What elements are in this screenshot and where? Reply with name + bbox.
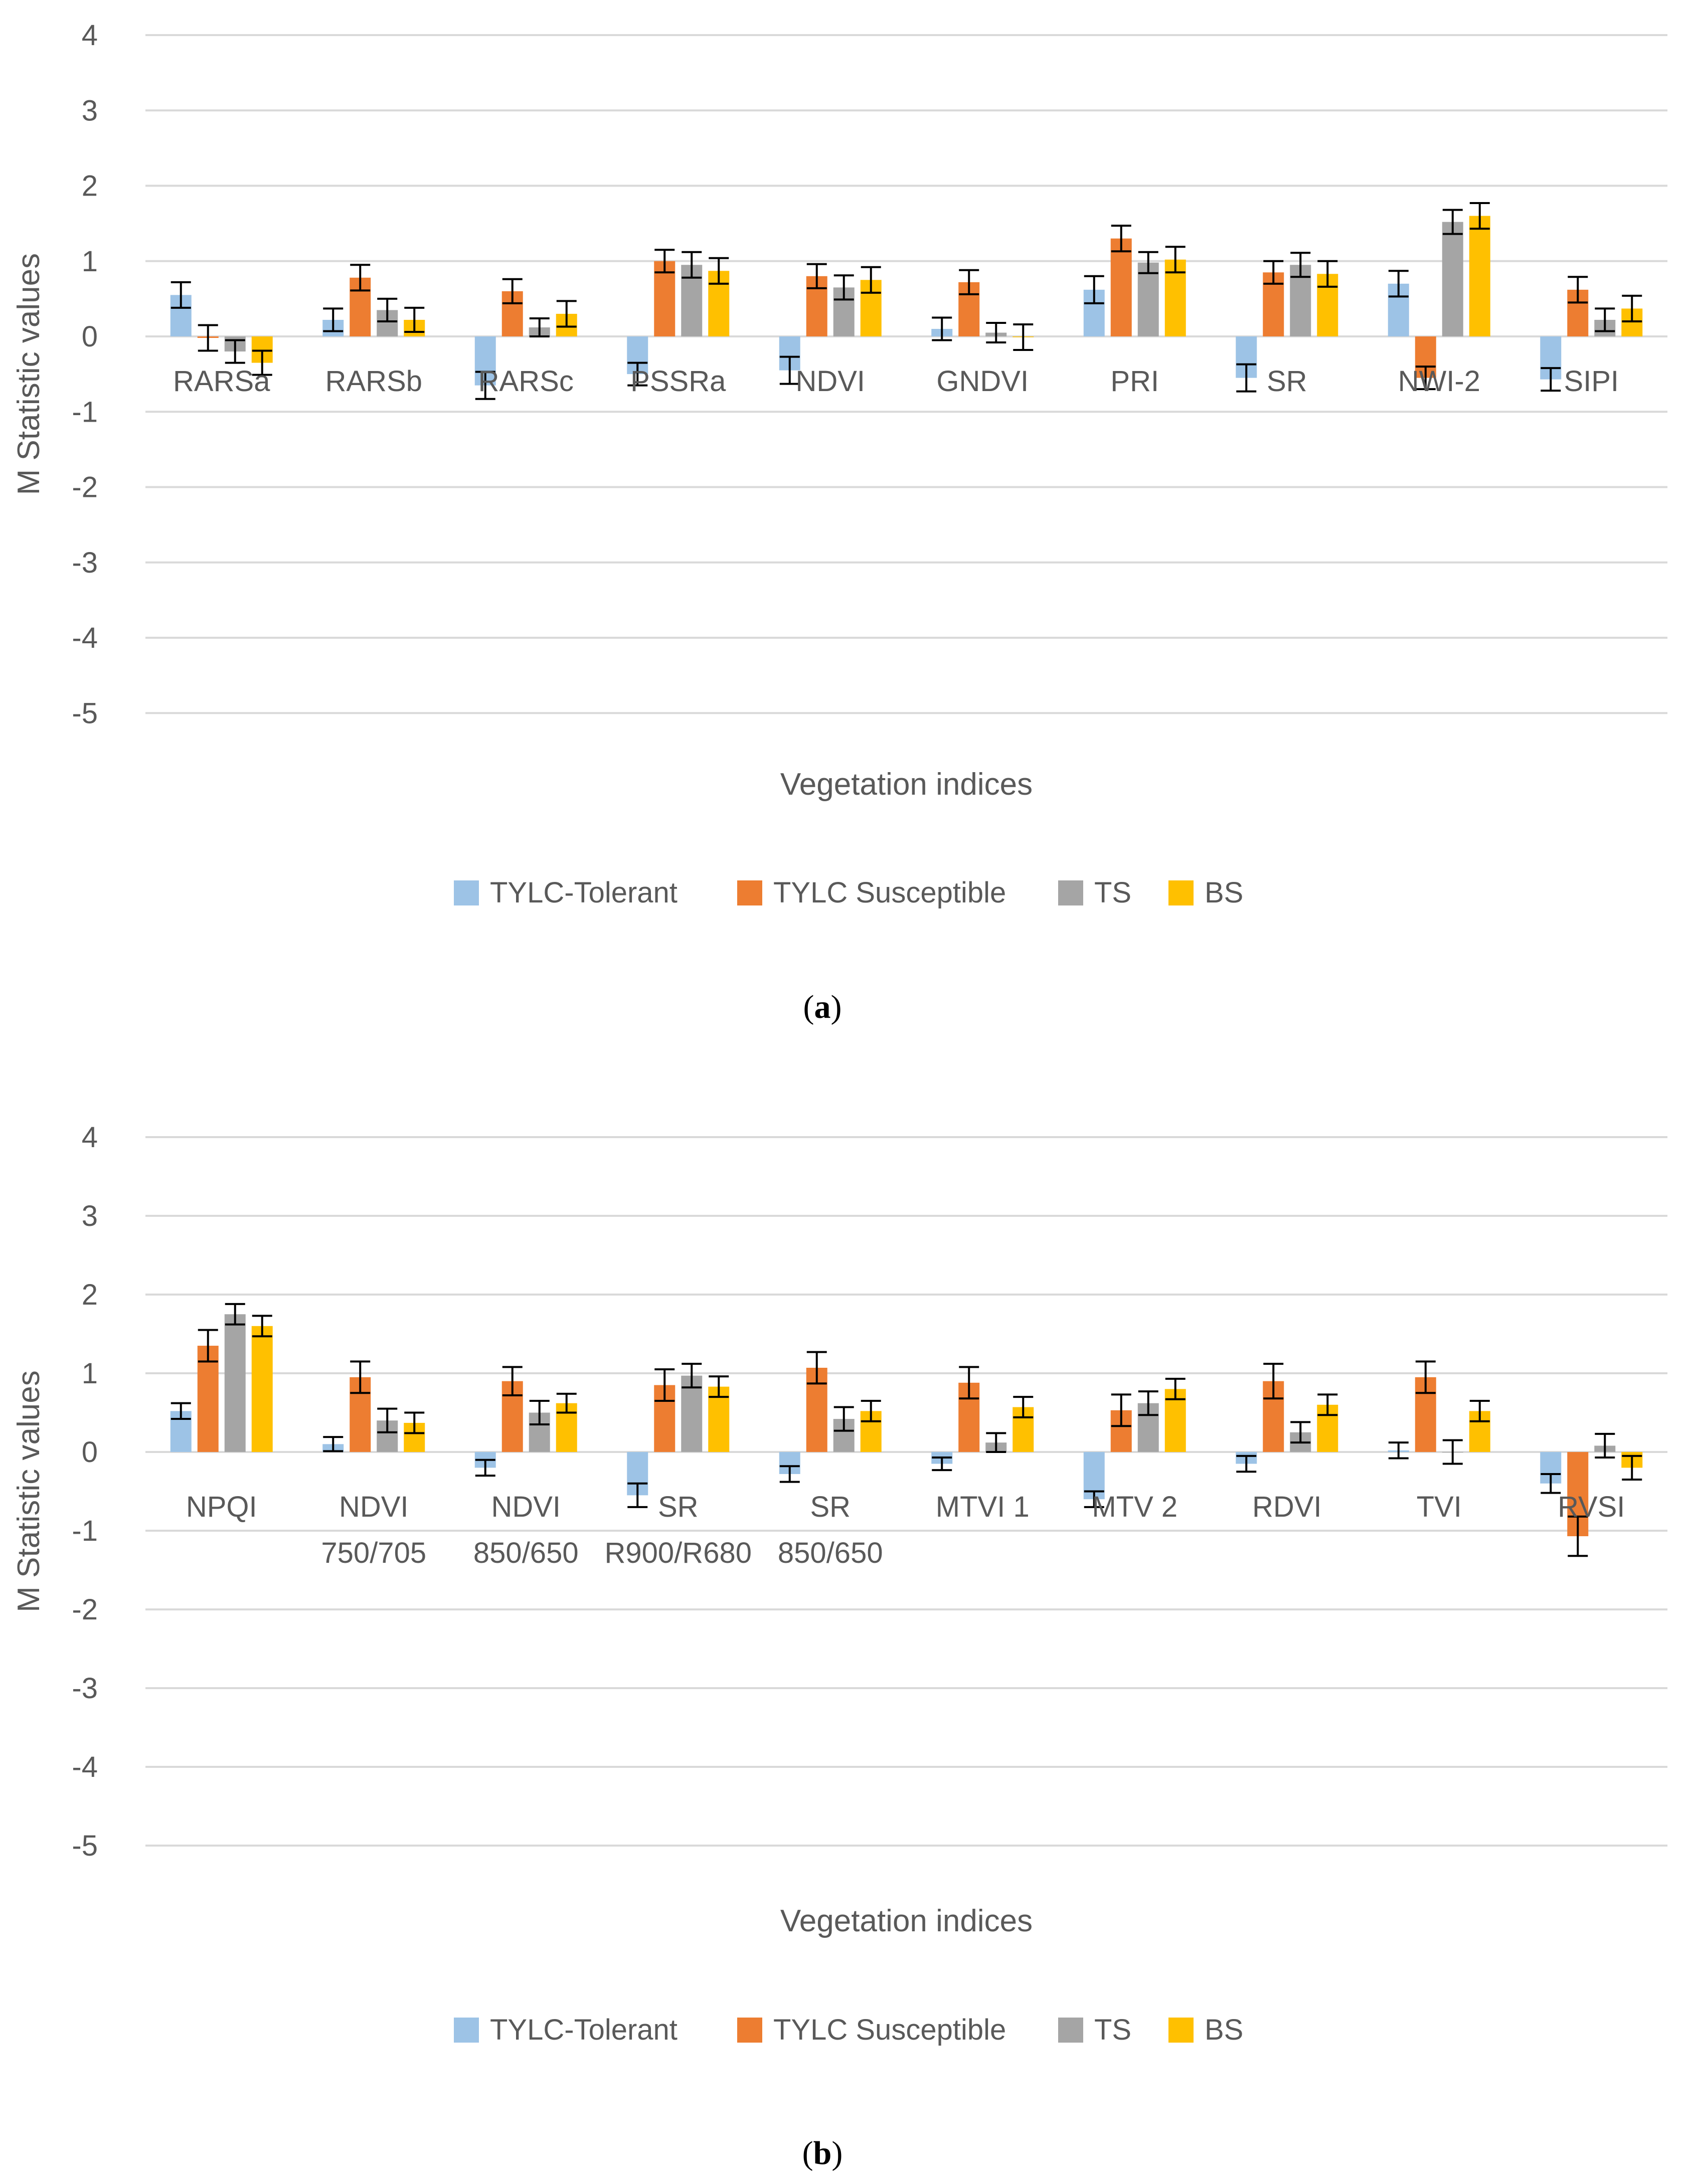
panel-letter: b	[813, 2135, 832, 2171]
y-tick-label: -2	[72, 471, 98, 504]
x-tick-label: R900/R680	[605, 1537, 752, 1569]
x-tick-label: PSSRa	[630, 365, 726, 398]
x-tick-label: NDVI	[491, 1491, 561, 1523]
x-tick-label: NDVI	[339, 1491, 409, 1523]
legend-swatch-ts	[1058, 880, 1083, 905]
x-tick-label: TVI	[1417, 1491, 1462, 1523]
y-tick-label: -2	[72, 1593, 98, 1626]
y-tick-label: -3	[72, 547, 98, 579]
x-axis-title: Vegetation indices	[780, 1904, 1033, 1938]
x-tick-label: SIPI	[1564, 365, 1619, 398]
legend-swatch-bs	[1168, 2018, 1194, 2043]
bar-tylc-susceptible	[654, 261, 675, 336]
bar-ts	[1137, 262, 1159, 336]
panel-letter: a	[814, 989, 831, 1025]
x-tick-label: RARSc	[478, 365, 574, 398]
y-tick-label: -4	[72, 622, 98, 654]
legend-swatch-bs	[1168, 880, 1194, 905]
y-tick-label: 1	[82, 245, 98, 278]
legend-label-bs: BS	[1205, 2014, 1243, 2046]
x-tick-label: SR	[1267, 365, 1307, 398]
y-axis-title: M Statistic values	[12, 253, 46, 495]
y-tick-label: -1	[72, 396, 98, 428]
chart-b: 4 3 2 1 0 -1 -2 -3 -4 -5 NPQI NDVI 750/705 NDVI 850/65…	[12, 1121, 1667, 2171]
y-tick-label: 2	[82, 1279, 98, 1311]
legend-label-ts: TS	[1094, 876, 1131, 909]
y-tick-label: 3	[82, 1200, 98, 1232]
x-tick-label: GNDVI	[936, 365, 1029, 398]
y-tick-label: 3	[82, 94, 98, 127]
legend-label-tylc-susceptible: TYLC Susceptible	[773, 876, 1006, 909]
y-tick-label: 1	[82, 1357, 98, 1390]
x-tick-label: NWI-2	[1398, 365, 1480, 398]
legend-swatch-tylc-tolerant	[454, 2018, 479, 2043]
legend-label-tylc-tolerant: TYLC-Tolerant	[490, 876, 678, 909]
chart-a: 4 3 2 1 0 -1 -2 -3 -4 -5 RARSa RARSb RARSc PSSRa NDVI G…	[12, 19, 1667, 1025]
y-tick-label: -3	[72, 1672, 98, 1705]
x-tick-label: RDVI	[1252, 1491, 1322, 1523]
x-tick-label: SR	[810, 1491, 851, 1523]
x-tick-label: RVSI	[1558, 1491, 1625, 1523]
legend-label-ts: TS	[1094, 2014, 1131, 2046]
bar-ts	[224, 1314, 246, 1452]
y-axis-title: M Statistic values	[12, 1370, 46, 1612]
legend-swatch-ts	[1058, 2018, 1083, 2043]
bar-bs	[1469, 216, 1490, 336]
bar-ts	[1442, 222, 1463, 336]
x-tick-label: NDVI	[795, 365, 865, 398]
legend-label-bs: BS	[1205, 876, 1243, 909]
legend-label-tylc-susceptible: TYLC Susceptible	[773, 2014, 1006, 2046]
y-tick-label: -1	[72, 1515, 98, 1547]
bar-tylc-susceptible	[197, 1346, 219, 1452]
x-tick-label: RARSa	[173, 365, 270, 398]
y-tick-label: -5	[72, 697, 98, 730]
legend-swatch-tylc-susceptible	[737, 2018, 762, 2043]
panel-label: (a)	[803, 989, 842, 1025]
legend-swatch-tylc-tolerant	[454, 880, 479, 905]
bar-bs	[251, 1326, 273, 1452]
legend-label-tylc-tolerant: TYLC-Tolerant	[490, 2014, 678, 2046]
y-tick-label: 4	[82, 1121, 98, 1154]
panel-label: (b)	[802, 2135, 843, 2171]
x-tick-label: RARSb	[325, 365, 422, 398]
y-tick-label: 2	[82, 170, 98, 203]
x-tick-label: 850/650	[778, 1537, 883, 1569]
y-tick-label: -4	[72, 1751, 98, 1783]
x-tick-label: MTV 2	[1092, 1491, 1177, 1523]
y-tick-label: 0	[82, 320, 98, 353]
x-tick-label: NPQI	[186, 1491, 257, 1523]
x-tick-label: 850/650	[473, 1537, 579, 1569]
x-axis-title: Vegetation indices	[780, 767, 1033, 802]
x-tick-label: SR	[658, 1491, 699, 1523]
x-tick-label: MTVI 1	[936, 1491, 1030, 1523]
legend-swatch-tylc-susceptible	[737, 880, 762, 905]
y-tick-label: 4	[82, 19, 98, 52]
x-tick-label: 750/705	[321, 1537, 426, 1569]
x-tick-label: PRI	[1110, 365, 1159, 398]
bar-tylc-susceptible	[1110, 238, 1132, 336]
y-tick-label: 0	[82, 1436, 98, 1469]
y-tick-label: -5	[72, 1830, 98, 1862]
